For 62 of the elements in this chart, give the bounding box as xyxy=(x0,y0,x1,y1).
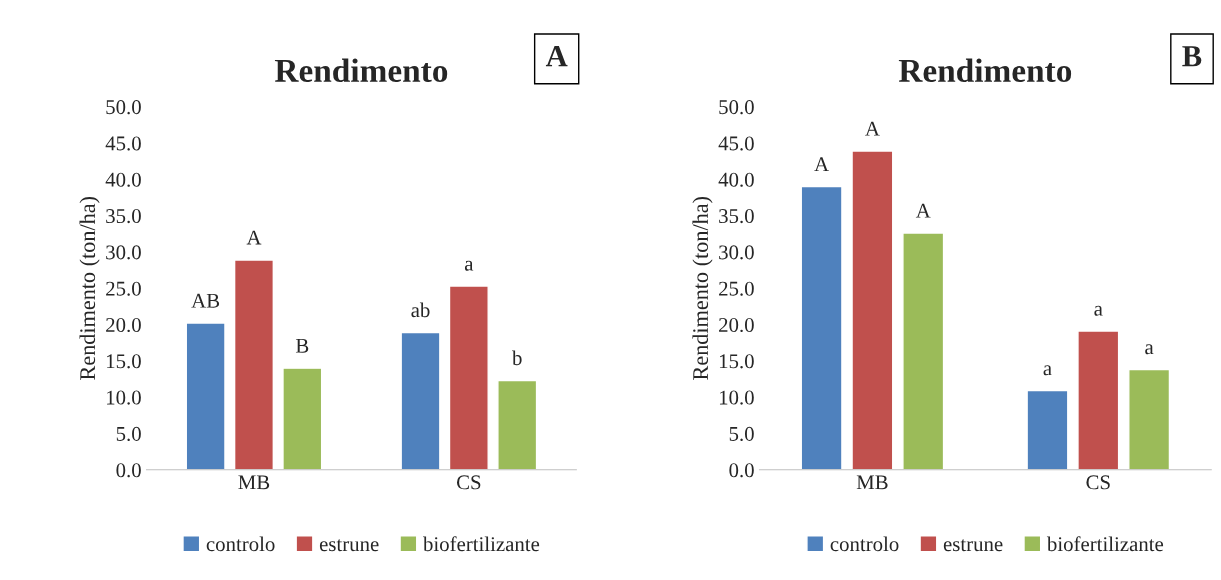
legend-label: biofertilizante xyxy=(1046,536,1164,552)
y-tick-label: 30.0 xyxy=(719,245,754,260)
chart-title: Rendimento xyxy=(274,58,448,83)
data-label: b xyxy=(512,350,522,366)
bar xyxy=(800,185,843,470)
y-tick-label: 15.0 xyxy=(107,354,141,369)
bar xyxy=(497,379,538,470)
y-tick-label: 45.0 xyxy=(105,136,141,151)
y-tick-label: 15.0 xyxy=(719,354,754,369)
bar xyxy=(185,322,226,470)
x-tick-label: MB xyxy=(856,475,888,490)
y-tick-label: 45.0 xyxy=(718,136,754,151)
y-tick-label: 20.0 xyxy=(719,317,754,333)
bar xyxy=(1128,368,1171,470)
bar xyxy=(448,285,489,470)
y-tick-label: 20.0 xyxy=(106,317,141,333)
data-label: a xyxy=(1094,305,1103,316)
legend-label: controlo xyxy=(206,536,275,552)
x-tick-label: MB xyxy=(238,475,270,490)
legend-label: biofertilizante xyxy=(423,536,540,552)
data-label: A xyxy=(915,203,931,218)
data-label: ab xyxy=(411,302,430,318)
y-axis-title: Rendimento (ton/ha) xyxy=(79,196,100,380)
data-label: a xyxy=(1043,365,1052,376)
y-axis-title: Rendimento (ton/ha) xyxy=(692,196,713,380)
text: A xyxy=(545,46,568,67)
bar xyxy=(282,367,323,470)
x-tick-label: CS xyxy=(1086,475,1110,490)
y-tick-label: 25.0 xyxy=(106,281,141,296)
y-tick-label: 5.0 xyxy=(729,426,754,442)
bar xyxy=(400,331,441,470)
bar xyxy=(1026,389,1069,470)
y-tick-label: 10.0 xyxy=(719,390,754,405)
chart-title: Rendimento xyxy=(898,58,1072,83)
y-tick-label: 0.0 xyxy=(116,463,141,478)
data-label: AB xyxy=(191,293,220,308)
data-label: A xyxy=(246,230,262,245)
data-label: A xyxy=(865,121,880,136)
data-label: a xyxy=(1145,344,1154,355)
y-tick-label: 35.0 xyxy=(106,209,141,224)
y-tick-label: 10.0 xyxy=(107,390,141,405)
bar xyxy=(902,232,945,470)
data-label: A xyxy=(814,157,829,172)
y-tick-label: 30.0 xyxy=(106,245,141,260)
x-tick-label: CS xyxy=(456,475,481,490)
bar xyxy=(851,150,894,470)
legend-label: controlo xyxy=(830,536,899,552)
y-tick-label: 5.0 xyxy=(116,426,141,442)
y-tick-label: 25.0 xyxy=(719,281,754,296)
y-tick-label: 0.0 xyxy=(729,463,754,478)
y-tick-label: 40.0 xyxy=(105,172,141,187)
data-label: a xyxy=(464,260,474,271)
legend-label: estrune xyxy=(319,539,379,552)
y-tick-label: 50.0 xyxy=(106,100,141,115)
y-tick-label: 50.0 xyxy=(719,100,754,115)
data-label: B xyxy=(295,338,309,353)
y-tick-label: 40.0 xyxy=(718,172,754,187)
bar xyxy=(1077,330,1120,470)
y-tick-label: 35.0 xyxy=(719,209,754,224)
legend-label: estrune xyxy=(943,539,1003,552)
text: B xyxy=(1182,46,1202,67)
bar xyxy=(233,259,275,470)
